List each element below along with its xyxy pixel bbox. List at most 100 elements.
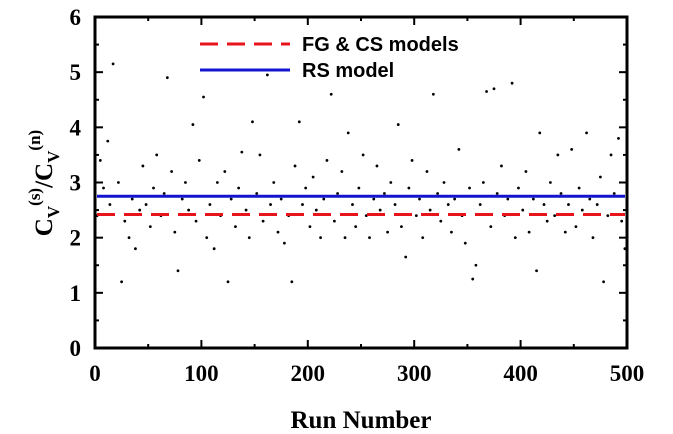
data-point (297, 120, 301, 124)
data-point (396, 123, 400, 126)
data-point (329, 92, 333, 96)
x-tick-label: 300 (397, 361, 432, 386)
y-title-sup1: (s) (25, 188, 44, 206)
data-point (144, 203, 148, 206)
legend-label-rs: RS model (302, 60, 394, 82)
data-point (457, 148, 461, 151)
data-point (265, 73, 269, 77)
data-point (117, 181, 120, 184)
data-point (314, 208, 318, 212)
data-point (162, 192, 166, 195)
data-point (617, 136, 620, 140)
data-point (191, 123, 195, 126)
y-title-sub2: V (44, 150, 63, 163)
data-point (333, 219, 336, 223)
data-point (134, 247, 137, 251)
data-point (513, 236, 517, 240)
data-point (98, 159, 102, 162)
data-point (588, 197, 592, 201)
data-point (446, 203, 450, 206)
data-point (506, 197, 510, 201)
data-point (510, 81, 514, 85)
data-point (127, 236, 131, 240)
data-point (106, 139, 110, 143)
data-point (559, 192, 563, 195)
data-point (421, 236, 425, 240)
data-point (354, 225, 358, 229)
data-point (428, 208, 432, 212)
data-point (553, 214, 557, 218)
y-tick-label: 4 (70, 115, 82, 140)
data-point (570, 148, 574, 151)
x-tick-label: 100 (184, 361, 219, 386)
data-point (414, 214, 418, 218)
data-point (400, 225, 403, 229)
data-point (474, 263, 478, 267)
data-point (138, 208, 142, 212)
data-point (368, 236, 371, 240)
data-point (574, 225, 578, 229)
tick-labels: 0 100 200 300 400 500 0 1 2 3 4 5 6 (70, 5, 645, 386)
data-point (325, 159, 329, 162)
data-point (244, 208, 248, 212)
data-point (538, 131, 542, 135)
data-point (120, 280, 123, 284)
data-point (602, 280, 605, 284)
data-point (485, 90, 488, 93)
legend-label-fg-cs: FG & CS models (302, 34, 459, 56)
data-point (202, 95, 205, 99)
data-point (563, 230, 567, 234)
data-point (531, 197, 535, 201)
data-point (208, 203, 212, 206)
data-point (567, 203, 570, 206)
data-point (340, 170, 344, 173)
y-title-base2: C (31, 163, 58, 181)
y-title-sep: / (31, 180, 58, 189)
data-point (524, 170, 528, 173)
data-point (418, 197, 421, 201)
data-point (585, 131, 588, 135)
data-point (279, 197, 283, 201)
x-tick-label: 200 (291, 361, 326, 386)
data-point (386, 230, 389, 234)
data-point (431, 92, 435, 96)
y-tick-label: 6 (70, 5, 82, 30)
data-point (372, 197, 376, 201)
data-point (393, 203, 397, 206)
data-point (542, 203, 546, 206)
data-point (237, 186, 241, 190)
data-point (187, 208, 191, 212)
x-tick-label: 400 (503, 361, 538, 386)
data-point (304, 186, 308, 190)
data-point (404, 255, 408, 259)
data-point (226, 280, 230, 284)
data-point (215, 181, 219, 184)
legend: FG & CS models RS model (200, 34, 459, 82)
data-point (308, 225, 312, 229)
data-point (463, 241, 467, 245)
data-point (351, 203, 354, 206)
reference-lines (97, 194, 625, 216)
data-point (165, 76, 169, 80)
data-point (410, 159, 414, 162)
data-point (141, 164, 145, 168)
data-point (111, 62, 115, 66)
data-point (425, 170, 429, 173)
data-point (495, 192, 499, 195)
data-point (197, 159, 201, 162)
data-point (251, 120, 254, 124)
y-tick-label: 2 (70, 226, 82, 251)
data-point (442, 181, 446, 184)
data-point (170, 170, 174, 173)
data-point (212, 247, 216, 251)
data-point (223, 170, 227, 173)
data-point (184, 181, 187, 184)
x-tick-label: 500 (610, 361, 645, 386)
data-point (468, 186, 471, 190)
data-point (453, 197, 457, 201)
data-point (194, 219, 198, 223)
data-point (272, 181, 276, 184)
y-tick-label: 5 (70, 60, 82, 85)
data-point (258, 153, 262, 157)
data-point (471, 277, 475, 281)
